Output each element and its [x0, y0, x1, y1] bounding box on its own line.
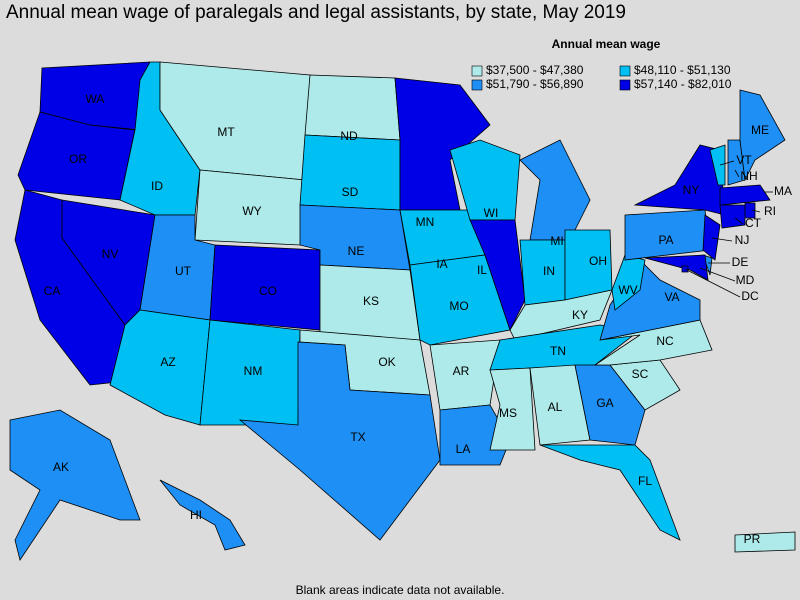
- state-label: NE: [348, 244, 365, 258]
- state-label: RI: [764, 204, 776, 218]
- leader-line: [734, 217, 744, 225]
- state-label: HI: [190, 508, 202, 522]
- state-label: SC: [632, 367, 649, 381]
- state-label: MO: [449, 299, 468, 313]
- state-label: VT: [736, 153, 752, 167]
- legend-label: $51,790 - $56,890: [486, 77, 584, 91]
- state: [702, 214, 721, 261]
- state-label: ME: [751, 123, 769, 137]
- state: [469, 219, 526, 332]
- state-label: NM: [244, 364, 263, 378]
- state-label: KS: [363, 294, 379, 308]
- state: [539, 444, 681, 541]
- state: [449, 139, 521, 221]
- state-label: PR: [744, 532, 761, 546]
- legend-label: $57,140 - $82,010: [634, 77, 732, 91]
- state-label: NV: [102, 247, 119, 261]
- legend-title: Annual mean wage: [552, 37, 661, 51]
- legend: $37,500 - $47,380 $48,110 - $51,130 $51,79…: [471, 63, 732, 91]
- state: [593, 319, 713, 366]
- state-label: WA: [86, 92, 105, 106]
- state-label: CT: [745, 216, 762, 230]
- state: [719, 184, 771, 206]
- state-label: TX: [350, 430, 365, 444]
- leader-line: [684, 268, 741, 298]
- state-label: MD: [736, 273, 755, 287]
- state-label: LA: [456, 442, 471, 456]
- leader-line: [734, 169, 740, 178]
- state: [238, 341, 441, 541]
- state: [734, 531, 796, 553]
- leader-line: [711, 237, 733, 242]
- state-label: CA: [44, 284, 61, 298]
- state-label: NY: [683, 183, 700, 197]
- state: [409, 254, 511, 346]
- state: [739, 89, 786, 182]
- state-label: ND: [340, 129, 358, 143]
- state-label: NC: [656, 334, 674, 348]
- state: [644, 254, 709, 281]
- state: [719, 204, 746, 229]
- state-label: ID: [151, 179, 163, 193]
- state-label: CO: [259, 284, 277, 298]
- state-label: AR: [453, 364, 470, 378]
- footnote: Blank areas indicate data not available.: [296, 583, 505, 597]
- state: [611, 254, 646, 311]
- state-label: OK: [378, 355, 395, 369]
- leader-line: [699, 267, 736, 282]
- state-label: MS: [499, 406, 517, 420]
- state: [489, 367, 536, 451]
- legend-swatch: [471, 79, 483, 91]
- leader-line: [751, 209, 761, 213]
- state-label: TN: [550, 344, 566, 358]
- state-label: KY: [572, 308, 588, 322]
- state: [159, 479, 246, 551]
- state-label: FL: [638, 474, 652, 488]
- state: [709, 144, 726, 186]
- state-label: PA: [658, 233, 673, 247]
- legend-swatch: [619, 65, 631, 77]
- state-label: MA: [774, 184, 792, 198]
- state-label: UT: [175, 264, 192, 278]
- state-label: IA: [436, 257, 447, 271]
- legend-swatch: [619, 79, 631, 91]
- state-label: AZ: [160, 355, 175, 369]
- state-label: NJ: [735, 233, 750, 247]
- state-label: IL: [477, 263, 487, 277]
- state-label: MT: [217, 125, 235, 139]
- leader-line: [719, 160, 735, 166]
- state-label: DC: [741, 289, 759, 303]
- state-label: WV: [618, 283, 637, 297]
- legend-label: $48,110 - $51,130: [634, 63, 731, 77]
- state-label: OR: [69, 152, 87, 166]
- state-label: NH: [740, 169, 757, 183]
- state-label: WY: [242, 204, 261, 218]
- state-label: OH: [589, 254, 607, 268]
- state: [394, 77, 491, 211]
- states: [9, 61, 796, 561]
- state-label: SD: [342, 185, 359, 199]
- labels: WA OR CA NV ID MT WY UT CO AZ NM ND SD NE KS OK TX MN IA MO…: [44, 92, 792, 546]
- state-label: AK: [53, 460, 69, 474]
- legend-swatch: [471, 65, 483, 77]
- state-label: VA: [664, 290, 679, 304]
- state-label: AL: [548, 400, 563, 414]
- map-title: Annual mean wage of paralegals and legal…: [6, 2, 626, 23]
- state-label: MN: [416, 215, 435, 229]
- state-label: WI: [484, 206, 499, 220]
- state-label: IN: [543, 264, 555, 278]
- legend-label: $37,500 - $47,380: [486, 63, 584, 77]
- state-label: GA: [596, 396, 613, 410]
- state: [9, 409, 141, 561]
- state-label: MI: [550, 234, 563, 248]
- state-label: DE: [732, 255, 749, 269]
